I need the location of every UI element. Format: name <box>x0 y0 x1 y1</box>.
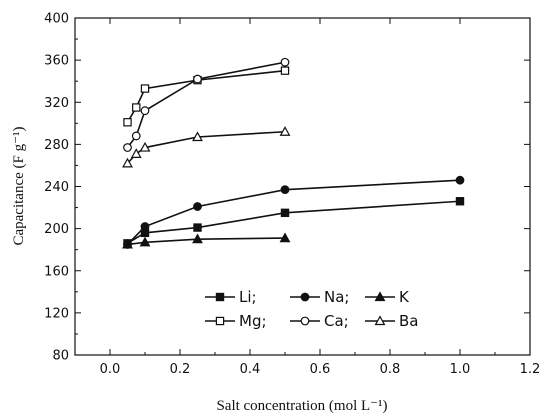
legend-item-na-marker <box>300 292 310 302</box>
series-mg <box>123 66 290 127</box>
y-tick-label: 120 <box>44 306 69 321</box>
series-na-point <box>193 202 202 211</box>
y-tick-label: 320 <box>44 96 69 111</box>
legend-item-na: Na; <box>290 288 349 306</box>
series-k-line <box>127 237 286 246</box>
y-tick-label: 280 <box>44 138 69 153</box>
series-layer <box>122 57 465 249</box>
legend-item-ba-label: Ba <box>399 312 418 330</box>
series-ca-line <box>126 61 286 149</box>
legend-item-ca-label: Ca; <box>324 312 349 330</box>
y-axis-label: Capacitance (F g⁻¹) <box>11 126 27 245</box>
y-tick-label: 400 <box>44 12 69 27</box>
series-ba-point <box>192 131 203 142</box>
series-ba-point <box>122 157 133 168</box>
series-na-point <box>140 222 150 231</box>
legend-item-k-marker <box>374 291 386 302</box>
plot-frame <box>74 17 531 356</box>
y-tick-label: 200 <box>44 222 69 237</box>
series-ca-point <box>131 131 141 141</box>
legend-item-li-marker <box>215 292 225 302</box>
x-tick-label: 1.0 <box>450 362 471 377</box>
legend-item-ca-marker <box>300 316 310 326</box>
series-ca-point <box>140 106 150 116</box>
legend-item-mg: Mg; <box>205 312 267 330</box>
series-ba-point <box>130 148 142 158</box>
legend-item-k-label: K <box>399 288 410 306</box>
x-tick-label: 0.4 <box>240 362 261 377</box>
series-ca-point <box>123 143 132 152</box>
x-tick-label: 0.8 <box>380 362 401 377</box>
series-na-point <box>280 185 290 195</box>
series-k-point <box>139 236 151 247</box>
y-tick-label: 80 <box>52 349 69 364</box>
series-ca-point <box>193 74 202 84</box>
legend-item-ba-marker <box>374 315 386 326</box>
series-ca <box>123 57 290 152</box>
series-li-point <box>280 208 290 218</box>
x-tick-label: 1.2 <box>520 362 541 377</box>
series-ba-line <box>126 130 286 164</box>
x-axis-label: Salt concentration (mol L⁻¹) <box>216 398 387 414</box>
legend-item-k: K <box>365 288 410 306</box>
series-k-point <box>279 232 291 243</box>
legend-item-ba: Ba <box>365 312 418 330</box>
series-k <box>122 232 291 249</box>
x-tick-label: 0.0 <box>100 362 121 377</box>
y-tick-label: 240 <box>44 180 69 195</box>
series-mg-point <box>280 66 290 75</box>
series-ba <box>122 126 291 168</box>
series-k-point <box>122 238 133 249</box>
series-ba-point <box>139 141 151 152</box>
legend-item-li-label: Li; <box>239 288 257 306</box>
series-mg-point <box>132 103 141 112</box>
y-tick-label: 360 <box>44 54 69 69</box>
series-mg-point <box>123 118 132 127</box>
series-li-line <box>127 200 461 245</box>
series-li <box>123 197 465 248</box>
axis-ticks: 0.0 0.2 0.4 0.6 0.8 1.0 1.2 80 120 160 200 240 280 32… <box>44 12 540 378</box>
x-tick-label: 0.6 <box>310 362 331 377</box>
x-tick-label: 0.2 <box>170 362 191 377</box>
y-tick-label: 160 <box>44 264 69 279</box>
series-ca-point <box>280 57 290 67</box>
series-k-point <box>192 233 203 244</box>
series-li-point <box>455 197 465 206</box>
legend: Li; Na; K Mg; Ca; Ba <box>205 288 418 330</box>
legend-item-mg-marker <box>215 316 225 326</box>
legend-item-ca: Ca; <box>290 312 349 330</box>
legend-item-li: Li; <box>205 288 257 306</box>
legend-item-mg-label: Mg; <box>239 312 267 330</box>
series-mg-point <box>140 84 150 93</box>
legend-item-na-label: Na; <box>324 288 349 306</box>
series-na-point <box>455 175 465 185</box>
series-ba-point <box>279 126 291 136</box>
series-mg-line <box>126 69 286 123</box>
series-li-point <box>193 223 202 232</box>
